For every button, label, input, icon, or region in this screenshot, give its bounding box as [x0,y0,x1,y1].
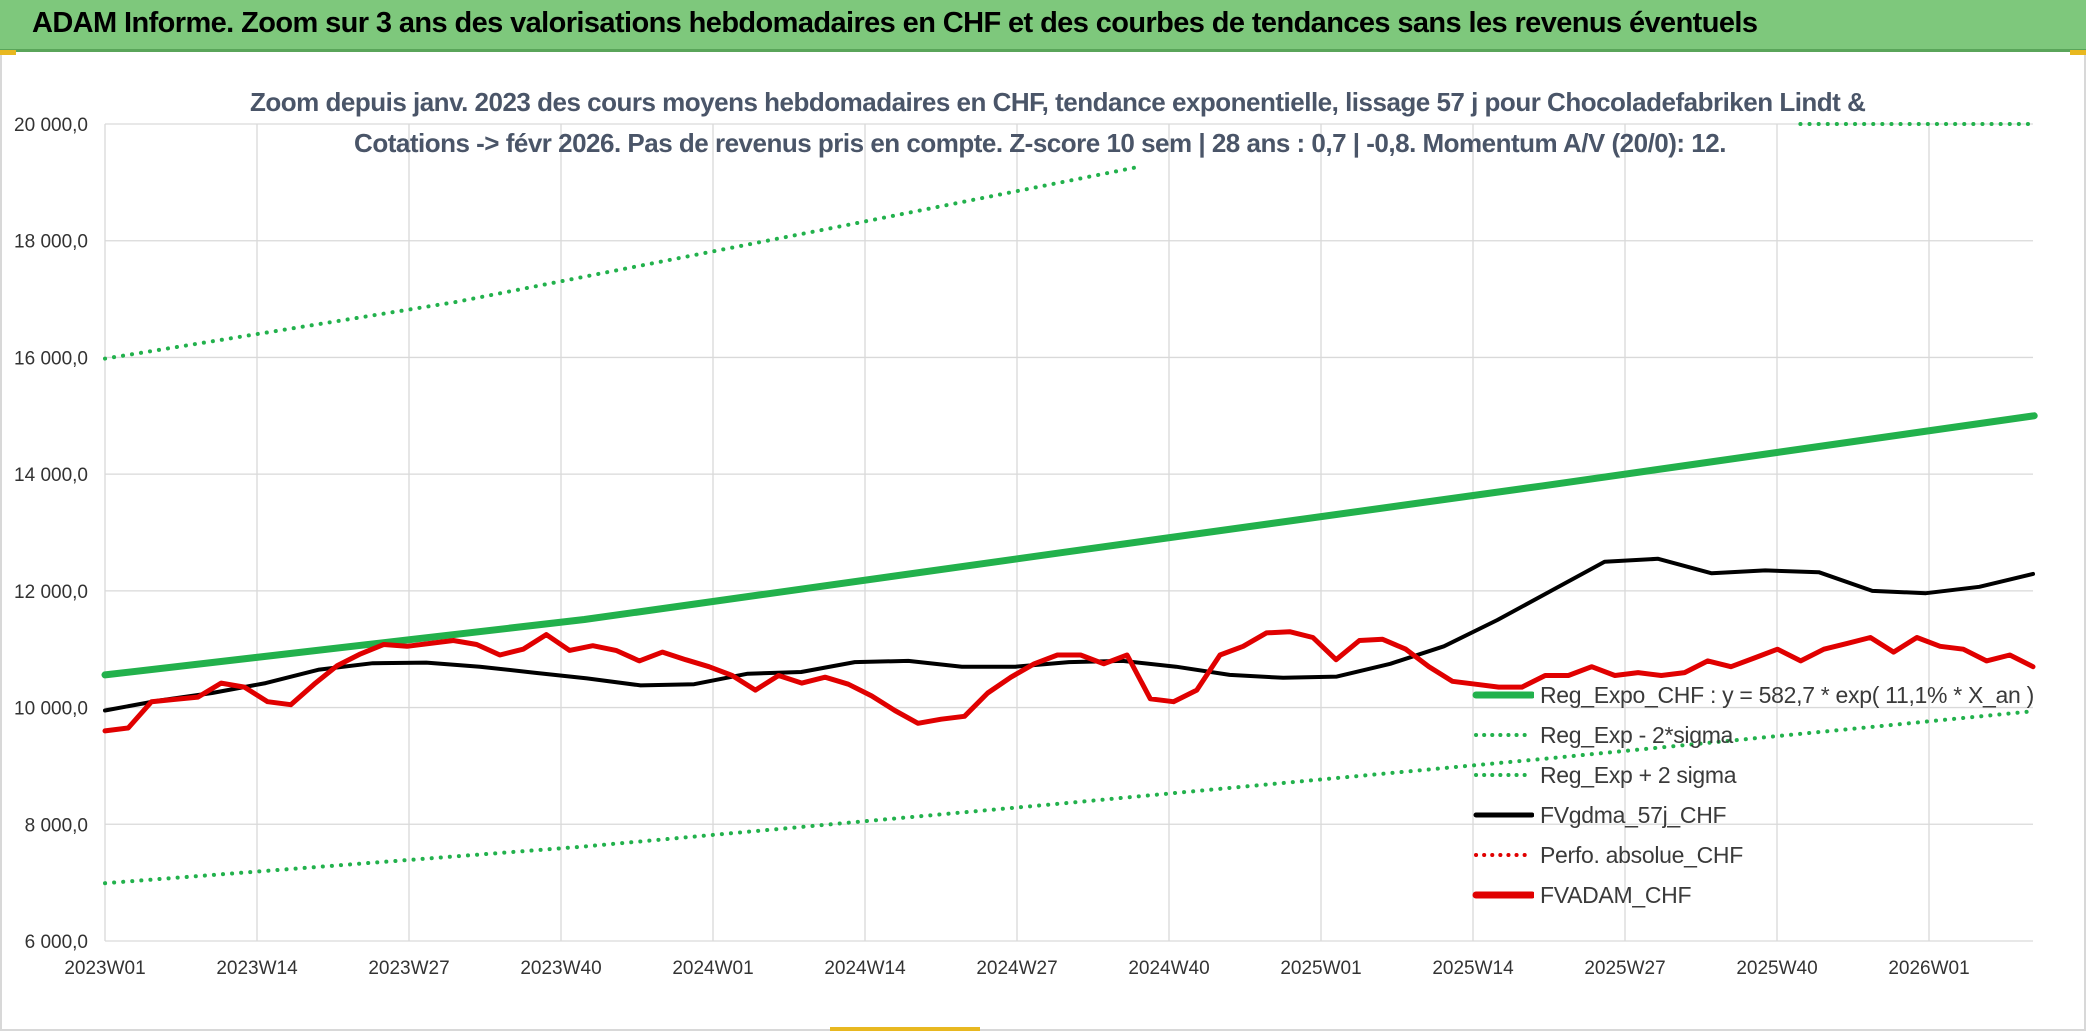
x-tick-label: 2024W14 [824,958,906,979]
y-tick-label: 6 000,0 [25,932,88,953]
series-fvgdma-57j-chf [103,556,2035,713]
chart-title: Zoom depuis janv. 2023 des cours moyens … [250,82,1866,164]
chart-title-line-1: Zoom depuis janv. 2023 des cours moyens … [250,87,1866,117]
y-tick-label: 8 000,0 [25,815,88,836]
bottom-marker [830,1027,980,1031]
y-tick-label: 14 000,0 [14,465,88,486]
corner-marker-right [2070,50,2086,55]
x-tick-label: 2026W01 [1888,958,1969,979]
y-tick-label: 10 000,0 [14,699,88,720]
legend-label: Reg_Exp + 2 sigma [1540,762,1737,788]
y-tick-label: 12 000,0 [14,582,88,603]
legend-label: Reg_Expo_CHF : y = 582,7 * exp( 11,1% * … [1540,682,2034,708]
y-tick-label: 20 000,0 [14,115,88,136]
series-fvadam-chf [102,629,2036,734]
legend-swatch [1473,812,1534,818]
chart-frame [0,53,2086,1031]
x-tick-label: 2023W01 [64,958,145,979]
series-reg-exp-2-sigma [103,709,2037,886]
report-banner: ADAM Informe. Zoom sur 3 ans des valoris… [0,0,2086,52]
x-tick-label: 2023W40 [520,958,601,979]
x-tick-label: 2025W40 [1736,958,1817,979]
report-title: ADAM Informe. Zoom sur 3 ans des valoris… [32,7,1758,39]
legend-swatch [1472,691,1534,699]
x-tick-label: 2024W40 [1128,958,1209,979]
x-tick-label: 2025W14 [1432,958,1514,979]
legend-swatch [1474,733,1534,737]
series-reg-expo-chf [101,412,2038,679]
y-tick-label: 18 000,0 [14,232,88,253]
series-reg-exp-2-sigma [103,165,1136,361]
legend-label: FVgdma_57j_CHF [1540,802,1727,828]
legend-label: FVADAM_CHF [1540,882,1692,908]
legend-label: Reg_Exp - 2*sigma [1540,722,1734,748]
x-tick-label: 2023W27 [368,958,449,979]
x-tick-label: 2023W14 [216,958,298,979]
legend-swatch [1472,891,1534,899]
x-tick-label: 2025W01 [1280,958,1361,979]
chart-title-line-2: Cotations -> févr 2026. Pas de revenus p… [354,128,1726,158]
legend-label: Perfo. absolue_CHF [1540,842,1743,868]
y-tick-label: 16 000,0 [14,348,88,369]
legend-swatch [1474,853,1534,857]
x-tick-label: 2025W27 [1584,958,1665,979]
x-tick-label: 2024W27 [976,958,1057,979]
legend-swatch [1474,773,1534,777]
x-tick-label: 2024W01 [672,958,753,979]
corner-marker-left [0,50,16,55]
